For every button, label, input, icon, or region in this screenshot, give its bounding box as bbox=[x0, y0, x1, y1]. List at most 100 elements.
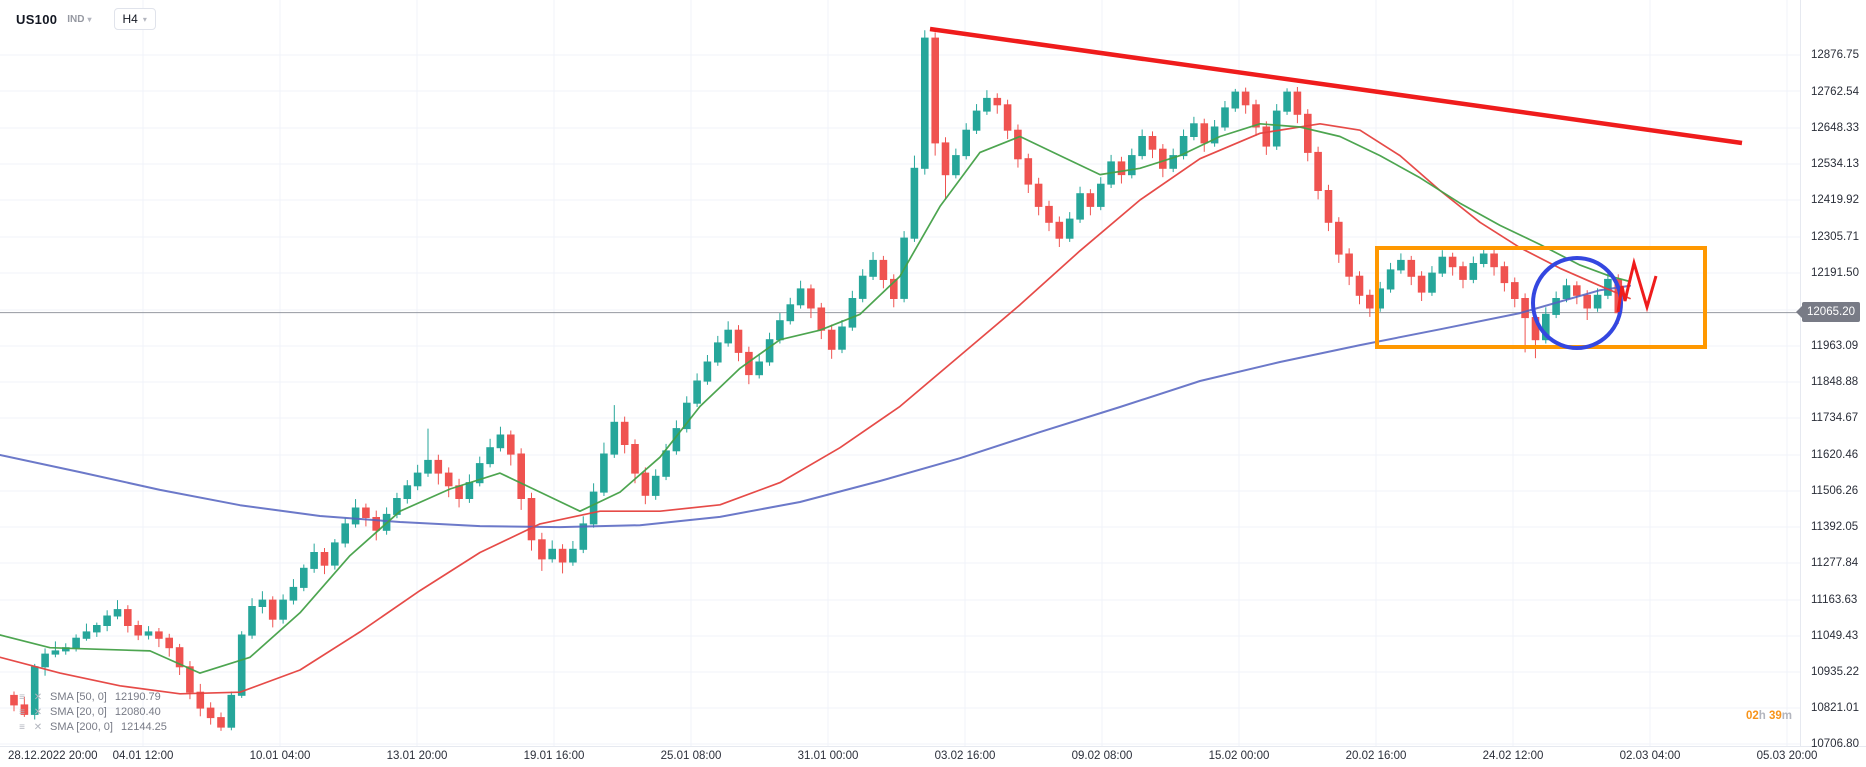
candle-down bbox=[165, 637, 173, 649]
candle-up bbox=[331, 542, 339, 566]
candle-up bbox=[258, 599, 267, 607]
price-axis-label: 11963.09 bbox=[1811, 340, 1859, 352]
consolidation-box-drawing[interactable] bbox=[1375, 246, 1707, 349]
price-axis-label: 11620.46 bbox=[1811, 449, 1859, 461]
legend-row-sma200[interactable]: ≡ ✕ SMA [200, 0] 12144.25 bbox=[16, 721, 167, 733]
candle-up bbox=[693, 380, 701, 404]
candle-down bbox=[1583, 294, 1592, 309]
candle-up bbox=[1593, 294, 1602, 309]
candle-up bbox=[1386, 269, 1395, 290]
price-axis-label: 11506.26 bbox=[1811, 485, 1859, 497]
candle-up bbox=[1438, 256, 1447, 274]
candle-up bbox=[848, 298, 857, 328]
candle-up bbox=[475, 463, 484, 484]
instrument-type-dropdown[interactable]: IND ▾ bbox=[67, 14, 91, 25]
candle-up bbox=[651, 475, 660, 496]
time-axis-label: 28.12.2022 20:00 bbox=[8, 750, 98, 762]
time-axis-label: 04.01 12:00 bbox=[112, 750, 174, 762]
time-axis-label: 25.01 08:00 bbox=[660, 750, 722, 762]
candle-down bbox=[734, 329, 743, 353]
timeframe-selector[interactable]: H4 ▾ bbox=[113, 8, 156, 30]
candle-down bbox=[1573, 285, 1581, 296]
countdown-hours-unit: h bbox=[1758, 710, 1766, 722]
candle-down bbox=[641, 472, 650, 496]
candle-up bbox=[910, 167, 919, 239]
candle-up bbox=[1542, 313, 1550, 341]
candle-down bbox=[558, 548, 567, 563]
current-price-value: 12065.20 bbox=[1807, 306, 1855, 318]
candle-up bbox=[796, 288, 805, 306]
candle-up bbox=[1190, 123, 1198, 138]
candle-up bbox=[610, 421, 619, 455]
candle-up bbox=[714, 342, 722, 363]
candle-up bbox=[755, 361, 764, 376]
candle-down bbox=[20, 704, 29, 715]
candle-up bbox=[1469, 263, 1478, 280]
candle-down bbox=[1241, 91, 1250, 106]
candle-up bbox=[72, 637, 80, 649]
candle-up bbox=[1479, 253, 1488, 264]
candle-down bbox=[444, 472, 453, 487]
indicator-value: 12080.40 bbox=[114, 706, 161, 718]
current-price-badge: 12065.20 bbox=[1796, 302, 1860, 322]
candle-up bbox=[486, 447, 494, 465]
legend-row-sma20[interactable]: ≡ ✕ SMA [20, 0] 12080.40 bbox=[16, 706, 167, 718]
candle-down bbox=[517, 453, 526, 499]
candle-up bbox=[1562, 285, 1571, 299]
time-axis[interactable]: 28.12.2022 20:00 04.01 12:00 10.01 04:00 13… bbox=[0, 747, 1817, 767]
candle-down bbox=[1490, 253, 1498, 268]
indicator-settings-icon[interactable]: ≡ bbox=[19, 691, 25, 703]
candle-up bbox=[1128, 155, 1136, 176]
price-axis-label: 11163.63 bbox=[1811, 594, 1858, 606]
candle-down bbox=[1448, 256, 1457, 268]
remove-indicator-icon[interactable]: ✕ bbox=[33, 706, 43, 718]
zigzag-projection-drawing[interactable] bbox=[1616, 257, 1658, 313]
candle-up bbox=[1552, 298, 1560, 315]
candle-up bbox=[41, 653, 49, 668]
candle-down bbox=[155, 631, 163, 639]
candle-down bbox=[1314, 151, 1322, 191]
highlight-circle-drawing[interactable] bbox=[1531, 256, 1623, 350]
candle-down bbox=[1252, 104, 1260, 128]
candle-down bbox=[1014, 129, 1022, 160]
candle-up bbox=[1179, 136, 1188, 157]
indicator-label: SMA [50, 0] bbox=[50, 691, 107, 703]
candle-up bbox=[921, 37, 929, 169]
candle-up bbox=[413, 472, 422, 487]
symbol-toolbar: US100 IND ▾ H4 ▾ bbox=[16, 8, 156, 30]
price-axis[interactable]: 12876.75 12762.54 12648.33 12534.13 12419.92… bbox=[1801, 0, 1866, 750]
candle-down bbox=[1417, 275, 1426, 293]
candle-down bbox=[434, 459, 443, 474]
candle-down bbox=[1024, 158, 1033, 185]
time-axis-label: 24.02 12:00 bbox=[1482, 750, 1544, 762]
candle-up bbox=[310, 552, 318, 569]
candle-down bbox=[538, 539, 546, 560]
candle-down bbox=[931, 37, 940, 144]
candle-down bbox=[206, 707, 215, 719]
candle-down bbox=[1055, 221, 1064, 239]
candle-down bbox=[941, 142, 950, 176]
time-axis-label: 15.02 00:00 bbox=[1208, 750, 1270, 762]
remove-indicator-icon[interactable]: ✕ bbox=[33, 721, 43, 733]
remove-indicator-icon[interactable]: ✕ bbox=[33, 691, 43, 703]
time-axis-divider bbox=[0, 746, 1866, 747]
candle-up bbox=[82, 631, 91, 639]
descending-trendline-drawing[interactable] bbox=[929, 26, 1743, 146]
legend-row-sma50[interactable]: ≡ ✕ SMA [50, 0] 12190.79 bbox=[16, 691, 167, 703]
candle-down bbox=[1293, 91, 1302, 115]
candle-up bbox=[496, 434, 505, 449]
symbol-name: US100 bbox=[16, 11, 58, 27]
candle-up bbox=[51, 650, 60, 655]
time-axis-label: 02.03 04:00 bbox=[1619, 750, 1681, 762]
indicator-settings-icon[interactable]: ≡ bbox=[19, 706, 25, 718]
candle-up bbox=[144, 631, 153, 636]
candle-up bbox=[248, 606, 256, 636]
price-axis-label: 11277.84 bbox=[1811, 557, 1859, 569]
indicator-settings-icon[interactable]: ≡ bbox=[19, 721, 25, 733]
price-axis-label: 11734.67 bbox=[1811, 412, 1859, 424]
price-axis-label: 12876.75 bbox=[1811, 49, 1859, 61]
candle-up bbox=[683, 402, 691, 430]
price-chart-canvas[interactable] bbox=[0, 0, 1800, 746]
time-axis-label: 13.01 20:00 bbox=[386, 750, 448, 762]
